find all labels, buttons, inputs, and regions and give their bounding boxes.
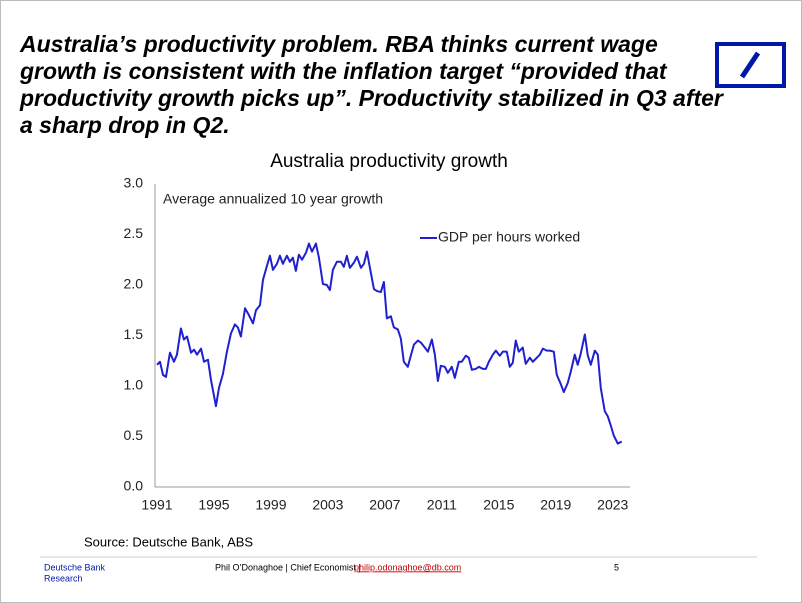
y-tick-label: 3.0 xyxy=(124,175,144,191)
y-tick-label: 2.0 xyxy=(124,276,144,292)
headline: growth is consistent with the inflation … xyxy=(19,58,668,84)
x-tick-label: 2019 xyxy=(540,497,571,513)
x-tick-label: 2007 xyxy=(369,497,400,513)
x-tick-label: 1999 xyxy=(255,497,286,513)
y-tick-label: 1.0 xyxy=(124,377,144,393)
y-tick-label: 2.5 xyxy=(124,225,144,241)
chart-title: Australia productivity growth xyxy=(270,151,508,172)
x-tick-label: 1991 xyxy=(141,497,172,513)
y-tick-label: 1.5 xyxy=(124,326,144,342)
legend-label: GDP per hours worked xyxy=(438,229,580,245)
x-tick-label: 2003 xyxy=(312,497,343,513)
y-tick-label: 0.0 xyxy=(124,478,144,494)
headline: a sharp drop in Q2. xyxy=(20,112,230,138)
source: Source: Deutsche Bank, ABS xyxy=(84,534,253,549)
x-tick-label: 2015 xyxy=(483,497,514,513)
x-tick-label: 2023 xyxy=(597,497,628,513)
footer-email[interactable]: philip.odonaghoe@db.com xyxy=(354,562,461,572)
x-tick-label: 2011 xyxy=(427,497,457,513)
page-number: 5 xyxy=(614,562,619,572)
y-tick-label: 0.5 xyxy=(124,427,144,443)
annotation: Average annualized 10 year growth xyxy=(163,191,383,207)
logo xyxy=(715,42,786,88)
x-tick-label: 1995 xyxy=(198,497,229,513)
headline: Australia’s productivity problem. RBA th… xyxy=(19,31,658,57)
footer-author: Phil O’Donaghoe | Chief Economist | xyxy=(215,562,361,572)
footer-division: Research xyxy=(44,573,83,583)
footer-org: Deutsche Bank xyxy=(44,562,106,572)
headline: productivity growth picks up”. Productiv… xyxy=(19,85,724,111)
series-line xyxy=(156,242,623,445)
